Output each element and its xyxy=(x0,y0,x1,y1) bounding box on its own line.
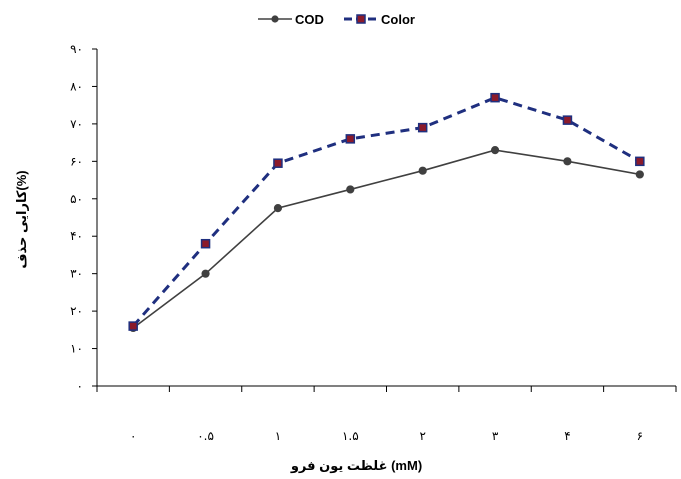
data-point-cod xyxy=(563,157,572,166)
data-point-cod xyxy=(490,146,500,155)
legend-marker-cod xyxy=(271,15,279,23)
legend-item-color: Color xyxy=(344,12,415,27)
data-point-color xyxy=(490,92,500,103)
x-tick-label: ۰ xyxy=(130,429,136,443)
data-point-color xyxy=(562,115,573,125)
x-tick-label: ۴ xyxy=(564,429,570,443)
series-color xyxy=(128,92,645,331)
data-point-color xyxy=(635,156,645,167)
x-tick-label: ۱.۵ xyxy=(342,429,359,443)
y-tick-label: ۸۰ xyxy=(70,79,83,93)
data-point-cod xyxy=(635,170,644,179)
legend-label-color: Color xyxy=(381,12,415,27)
x-axis-title: غلظت یون فرو (mM) xyxy=(290,458,422,473)
x-tick-label: ۶ xyxy=(637,429,643,443)
x-tick-label: ۲ xyxy=(419,429,425,443)
y-tick-label: ۰ xyxy=(77,379,83,393)
data-point-cod xyxy=(346,185,355,194)
legend-item-cod: COD xyxy=(258,12,324,27)
legend: COD Color xyxy=(258,12,415,27)
legend-marker-color xyxy=(356,14,366,24)
y-tick-label: ۹۰ xyxy=(70,42,83,56)
y-tick-label: ۶۰ xyxy=(70,154,83,168)
data-point-color xyxy=(200,238,211,249)
data-point-cod xyxy=(201,269,210,278)
data-point-cod xyxy=(418,166,427,175)
y-tick-label: ۴۰ xyxy=(70,229,83,243)
y-axis: ۰ ۱۰ ۲۰ ۳۰ ۴۰ ۵۰ ۶۰ ۷۰ ۸۰ ۹۰ xyxy=(70,42,98,393)
data-point-color xyxy=(345,134,356,144)
legend-label-cod: COD xyxy=(295,12,324,27)
y-tick-label: ۵۰ xyxy=(70,192,83,206)
y-tick-label: ۲۰ xyxy=(70,304,83,318)
y-tick-label: ۳۰ xyxy=(70,267,83,281)
x-tick-label: ۰.۵ xyxy=(197,429,214,443)
y-axis-title: کارایی حذف(%) xyxy=(14,170,29,268)
data-point-color xyxy=(128,321,138,331)
series-line-cod xyxy=(132,149,640,329)
y-tick-label: ۱۰ xyxy=(70,342,83,356)
x-axis: ۰ ۰.۵ ۱ ۱.۵ ۲ ۳ ۴ ۶ xyxy=(96,385,677,443)
data-point-color xyxy=(417,122,428,133)
y-tick-label: ۷۰ xyxy=(70,117,83,131)
x-tick-label: ۱ xyxy=(275,429,281,443)
series-line-color xyxy=(132,96,641,328)
x-tick-label: ۳ xyxy=(492,429,499,443)
series-layer xyxy=(128,92,645,333)
data-point-cod xyxy=(273,204,283,213)
data-point-color xyxy=(273,158,283,168)
